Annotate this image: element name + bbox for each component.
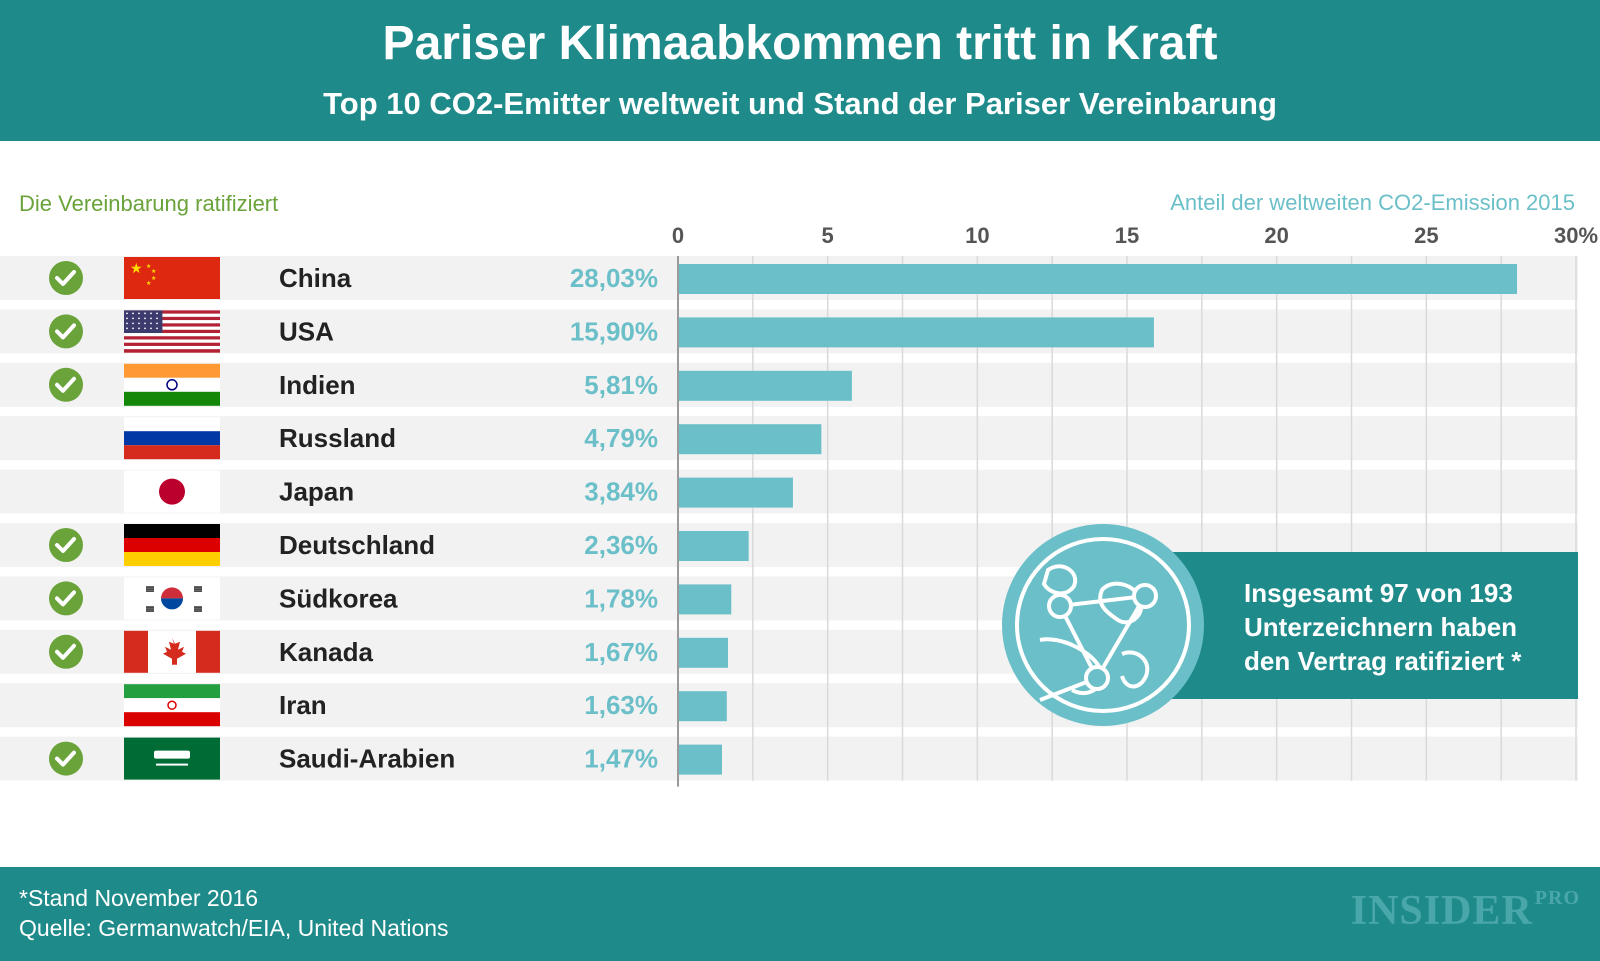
source-note: Quelle: Germanwatch/EIA, United Nations [19, 915, 449, 941]
japan-flag [124, 470, 220, 513]
x-tick-label: 30% [1554, 223, 1598, 248]
check-icon [49, 581, 83, 616]
x-tick-label: 10 [965, 223, 989, 248]
check-icon [49, 367, 83, 402]
country-label: USA [279, 316, 334, 346]
value-label: 1,63% [584, 690, 658, 720]
bar [679, 317, 1154, 348]
check-icon [49, 634, 83, 669]
germany-flag [124, 524, 220, 566]
row-background [0, 523, 1578, 567]
x-tick-label: 15 [1115, 223, 1139, 248]
country-label: Indien [279, 370, 356, 400]
svg-text:★: ★ [151, 275, 156, 282]
check-icon [49, 261, 83, 295]
x-tick-label: 5 [822, 223, 834, 248]
x-tick-label: 20 [1264, 223, 1288, 248]
svg-text:★: ★ [146, 263, 151, 270]
iran-flag [124, 684, 220, 727]
saudi-arabia-flag [124, 737, 220, 780]
callout-text: Insgesamt 97 von 193 Unterzeichnern habe… [1244, 576, 1574, 678]
bar [679, 584, 732, 615]
page-title: Pariser Klimaabkommen tritt in Kraft [382, 17, 1218, 70]
country-label: Russland [279, 423, 396, 453]
bar [679, 477, 793, 508]
usa-flag [124, 310, 220, 353]
footnote: *Stand November 2016 [19, 885, 259, 911]
value-label: 28,03% [570, 263, 658, 293]
callout-line-3: den Vertrag ratifiziert * [1244, 646, 1522, 676]
bar [679, 691, 727, 722]
india-flag [124, 363, 220, 406]
country-label: Deutschland [279, 530, 435, 560]
value-label: 15,90% [570, 316, 658, 346]
footer: *Stand November 2016 Quelle: Germanwatch… [0, 867, 1600, 961]
check-icon [49, 741, 83, 776]
row-background [0, 683, 1578, 728]
bar [679, 370, 852, 401]
country-label: China [279, 263, 352, 293]
country-label: Iran [279, 690, 327, 720]
value-label: 1,67% [584, 637, 658, 667]
logo-suffix: PRO [1534, 887, 1580, 909]
row-background [0, 736, 1578, 781]
bar [679, 531, 749, 561]
x-tick-label: 0 [672, 223, 684, 248]
insider-pro-logo: INSIDER PRO [1351, 887, 1580, 935]
callout-line-1: Insgesamt 97 von 193 [1244, 578, 1513, 608]
ratified-legend-label: Die Vereinbarung ratifiziert [19, 191, 279, 216]
value-label: 1,47% [584, 744, 658, 774]
page-subtitle: Top 10 CO2-Emitter weltweit und Stand de… [323, 86, 1277, 121]
svg-text:★: ★ [146, 280, 151, 287]
bar [679, 744, 723, 775]
bar [679, 637, 728, 668]
check-icon [49, 314, 83, 349]
south-korea-flag [124, 577, 220, 620]
china-flag: ★ ★★★★ [124, 257, 220, 299]
callout-line-2: Unterzeichnern haben [1244, 612, 1518, 642]
bar [679, 424, 822, 455]
header: Pariser Klimaabkommen tritt in Kraft Top… [0, 0, 1600, 141]
value-label: 1,78% [584, 583, 658, 613]
country-label: Südkorea [279, 583, 398, 613]
canada-flag [124, 630, 220, 673]
svg-text:★: ★ [130, 260, 143, 276]
country-label: Japan [279, 477, 354, 507]
value-label: 5,81% [584, 370, 658, 400]
country-label: Kanada [279, 637, 373, 667]
country-label: Saudi-Arabien [279, 744, 455, 774]
russia-flag [124, 417, 220, 460]
check-icon [49, 528, 83, 562]
chart-axis-title: Anteil der weltweiten CO2-Emission 2015 [1170, 190, 1575, 215]
bar [679, 264, 1518, 294]
value-label: 2,36% [584, 530, 658, 560]
svg-text:★: ★ [151, 268, 156, 275]
logo-text: INSIDER [1350, 888, 1533, 934]
x-tick-label: 25 [1414, 223, 1438, 248]
value-label: 4,79% [584, 423, 658, 453]
value-label: 3,84% [584, 477, 658, 507]
